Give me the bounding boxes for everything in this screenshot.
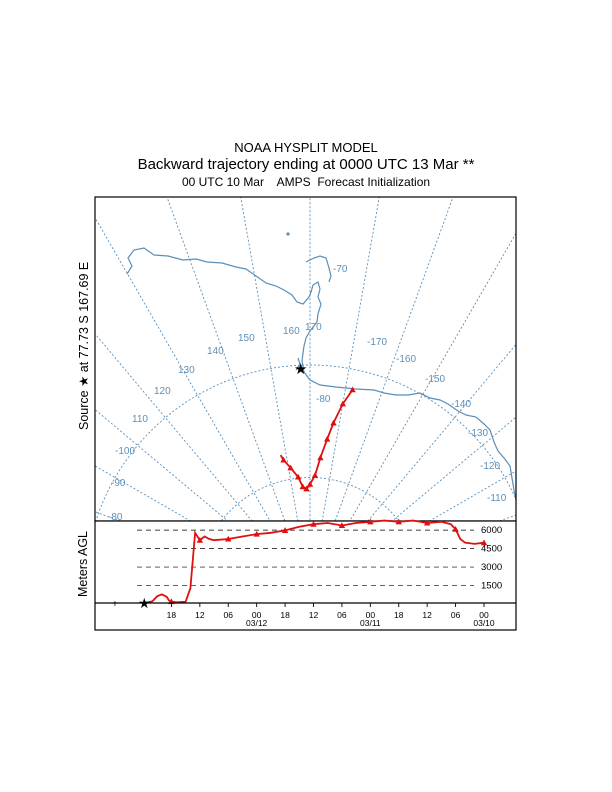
- map-trajectory-point: [330, 419, 337, 426]
- meridian-line: [95, 216, 271, 521]
- map-grid-label: 170: [305, 322, 322, 333]
- meridian-line: [240, 197, 299, 521]
- altitude-series-point: [480, 539, 488, 546]
- time-tick-label: 18: [280, 610, 290, 620]
- graticule: [95, 197, 516, 521]
- map-grid-label: -70: [333, 264, 348, 275]
- map-grid-label: -170: [367, 337, 387, 348]
- time-tick-label: 00: [366, 610, 376, 620]
- date-label: 03/11: [360, 618, 381, 628]
- map-trajectory-point: [317, 454, 324, 461]
- map-grid-label: 160: [283, 326, 300, 337]
- altitude-series-point: [253, 530, 260, 537]
- time-tick-label: 12: [309, 610, 319, 620]
- axis-start-marker: +: [112, 599, 118, 610]
- altitude-panel: 1500 3000 4500 6000 18 12 06 00 18 12 06 00 18 12 06 0…: [76, 518, 517, 631]
- map-grid-label: -120: [480, 461, 500, 472]
- altitude-series: [142, 518, 488, 605]
- map-trajectory-point: [306, 481, 314, 487]
- time-tick-label: 06: [337, 610, 347, 620]
- meridian-line: [349, 232, 516, 521]
- map-grid-label: 150: [238, 333, 255, 344]
- island-dot: [286, 232, 290, 236]
- map-trajectory-point: [287, 464, 294, 471]
- map-grid-label: -140: [451, 399, 471, 410]
- meridian-line: [334, 197, 454, 521]
- time-tick-label: 18: [394, 610, 404, 620]
- map-labels: 160 170 -170 -160 -150 -140 -130 -120 -110 150 140…: [108, 264, 507, 523]
- map-grid-label: 120: [154, 386, 171, 397]
- map-grid-label: -90: [111, 478, 126, 489]
- time-tick-label: 18: [167, 610, 177, 620]
- altitude-series-point: [310, 521, 317, 527]
- altitude-tick-label: 6000: [481, 525, 502, 536]
- map-grid-label: -110: [487, 493, 507, 504]
- time-tick-label: 06: [451, 610, 461, 620]
- map-grid-label: 110: [132, 414, 148, 425]
- y-axis-label: Meters AGL: [76, 531, 90, 597]
- map-grid-label: 130: [178, 365, 195, 376]
- map-trajectory: [279, 386, 356, 492]
- map-trajectory-point: [294, 473, 302, 480]
- map-grid-label: -130: [468, 428, 488, 439]
- forecast-init-label: 00 UTC 10 Mar AMPS Forecast Initializati…: [181, 175, 431, 189]
- altitude-series-point: [367, 518, 374, 525]
- map-background: [95, 197, 516, 521]
- model-title: NOAA HYSPLIT MODEL: [234, 140, 378, 155]
- altitude-series-point: [395, 518, 402, 525]
- coastline-east: [126, 247, 516, 501]
- date-label: 03/10: [473, 618, 495, 628]
- source-star-icon: ★: [294, 361, 307, 378]
- altitude-series-point: [225, 535, 232, 542]
- altitude-tick-label: 4500: [481, 544, 502, 555]
- meridian-line: [321, 197, 380, 521]
- map-grid-label: -80: [316, 394, 331, 405]
- map-grid-label: -100: [115, 446, 135, 457]
- coastline-south: [295, 357, 301, 371]
- coastline-north: [305, 255, 332, 283]
- map-grid-label: 140: [207, 346, 224, 357]
- time-tick-label: 12: [422, 610, 432, 620]
- altitude-series-point: [338, 522, 346, 529]
- altitude-series-point: [281, 527, 289, 533]
- altitude-tick-label: 3000: [481, 562, 502, 573]
- altitude-series-point: [196, 537, 204, 543]
- map-panel: 160 170 -170 -160 -150 -140 -130 -120 -110 150 140…: [77, 196, 517, 523]
- time-tick-label: 12: [195, 610, 205, 620]
- source-label: Source ★ at 77.73 S 167.69 E: [77, 262, 91, 430]
- date-label: 03/12: [246, 618, 268, 628]
- map-grid-label: -150: [425, 374, 445, 385]
- map-trajectory-point: [299, 483, 306, 490]
- meridian-line: [95, 333, 253, 521]
- meridian-line: [166, 197, 286, 521]
- map-trajectory-point: [280, 456, 287, 463]
- altitude-series-point: [452, 525, 459, 532]
- map-graticule-and-coast: [95, 197, 516, 521]
- map-grid-label: -80: [108, 512, 123, 523]
- meridian-line: [367, 343, 516, 521]
- altitude-series-point: [423, 519, 431, 526]
- altitude-tick-label: 1500: [481, 581, 502, 592]
- time-tick-label: 06: [224, 610, 234, 620]
- map-trajectory-point: [303, 485, 310, 492]
- time-tick-label: 00: [252, 610, 262, 620]
- altitude-frame: [94, 520, 517, 631]
- meridian-line: [95, 409, 229, 521]
- latitude-circle: [220, 477, 400, 521]
- map-trajectory-point: [323, 435, 331, 442]
- trajectory-title: Backward trajectory ending at 0000 UTC 1…: [137, 156, 475, 173]
- map-grid-label: -160: [396, 354, 416, 365]
- map-trajectory-point: [311, 472, 319, 478]
- map-trajectory-point: [349, 386, 356, 393]
- time-tick-label: 00: [479, 610, 489, 620]
- map-trajectory-point: [339, 400, 347, 407]
